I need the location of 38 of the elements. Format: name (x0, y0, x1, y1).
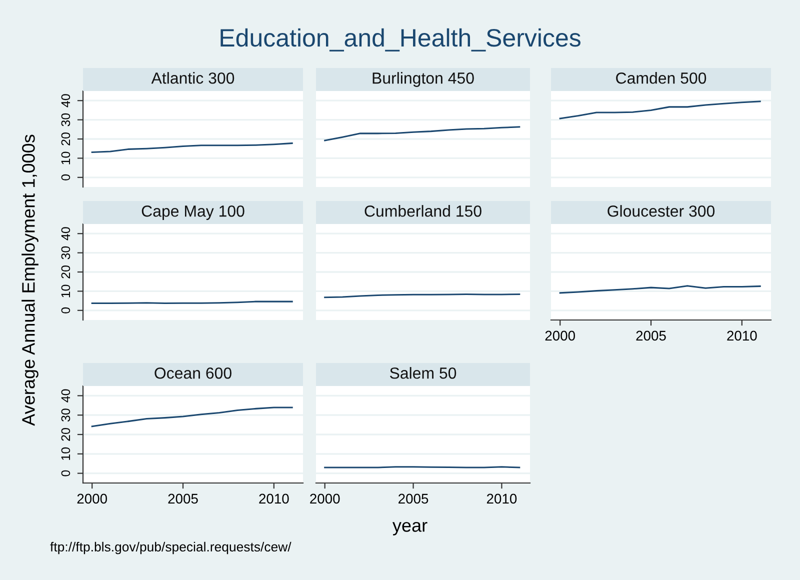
x-tick-label: 2010 (486, 494, 517, 504)
y-tick-label: 40 (61, 389, 70, 402)
chart-subtitle: Salem 50 (390, 367, 456, 379)
y-axis-title: Average Annual Employment 1,000s (22, 134, 38, 426)
chart-subtitle: Ocean 600 (154, 367, 232, 379)
chart-subtitle: Gloucester 300 (608, 205, 715, 217)
y-tick-label: 30 (61, 408, 70, 422)
text: Education_and_Health_Services (220, 28, 580, 52)
y-tick-label: 10 (61, 447, 70, 460)
y-tick-label: 30 (61, 246, 70, 260)
y-tick-label: 10 (61, 152, 70, 164)
y-tick-label: 20 (61, 132, 70, 146)
y-tick-label: 10 (61, 284, 70, 298)
y-tick-label: 0 (61, 470, 70, 476)
y-tick-label: 20 (61, 428, 70, 441)
x-tick-label: 2010 (259, 494, 289, 504)
chart-subtitle: Burlington 450 (372, 72, 474, 87)
line-series (91, 142, 293, 154)
x-tick-label: 2000 (77, 494, 107, 504)
x-tick-label: 2000 (310, 494, 340, 504)
y-tick-label: 0 (61, 174, 70, 180)
x-tick-label: 2005 (168, 494, 198, 504)
chart-subtitle: Atlantic 300 (151, 72, 234, 84)
y-tick-label: 40 (61, 227, 70, 240)
x-tick-label: 2005 (398, 494, 428, 504)
x-tick-label: 2005 (636, 330, 666, 341)
chart-subtitle: Cumberland 150 (364, 205, 482, 217)
y-tick-label: 40 (61, 94, 70, 108)
line-series (91, 406, 293, 428)
y-tick-label: 30 (61, 113, 70, 126)
x-axis-title: year (392, 522, 428, 536)
x-tick-label: 2000 (545, 330, 575, 341)
y-tick-label: 20 (61, 266, 70, 278)
chart-subtitle: Camden 500 (616, 72, 706, 84)
text: ftp://ftp.bls.gov/pub/special.requests/cew/ (50, 542, 292, 554)
chart-subtitle: Cape May 100 (142, 205, 244, 220)
x-tick-label: 2010 (727, 330, 757, 341)
y-tick-label: 0 (61, 307, 70, 314)
